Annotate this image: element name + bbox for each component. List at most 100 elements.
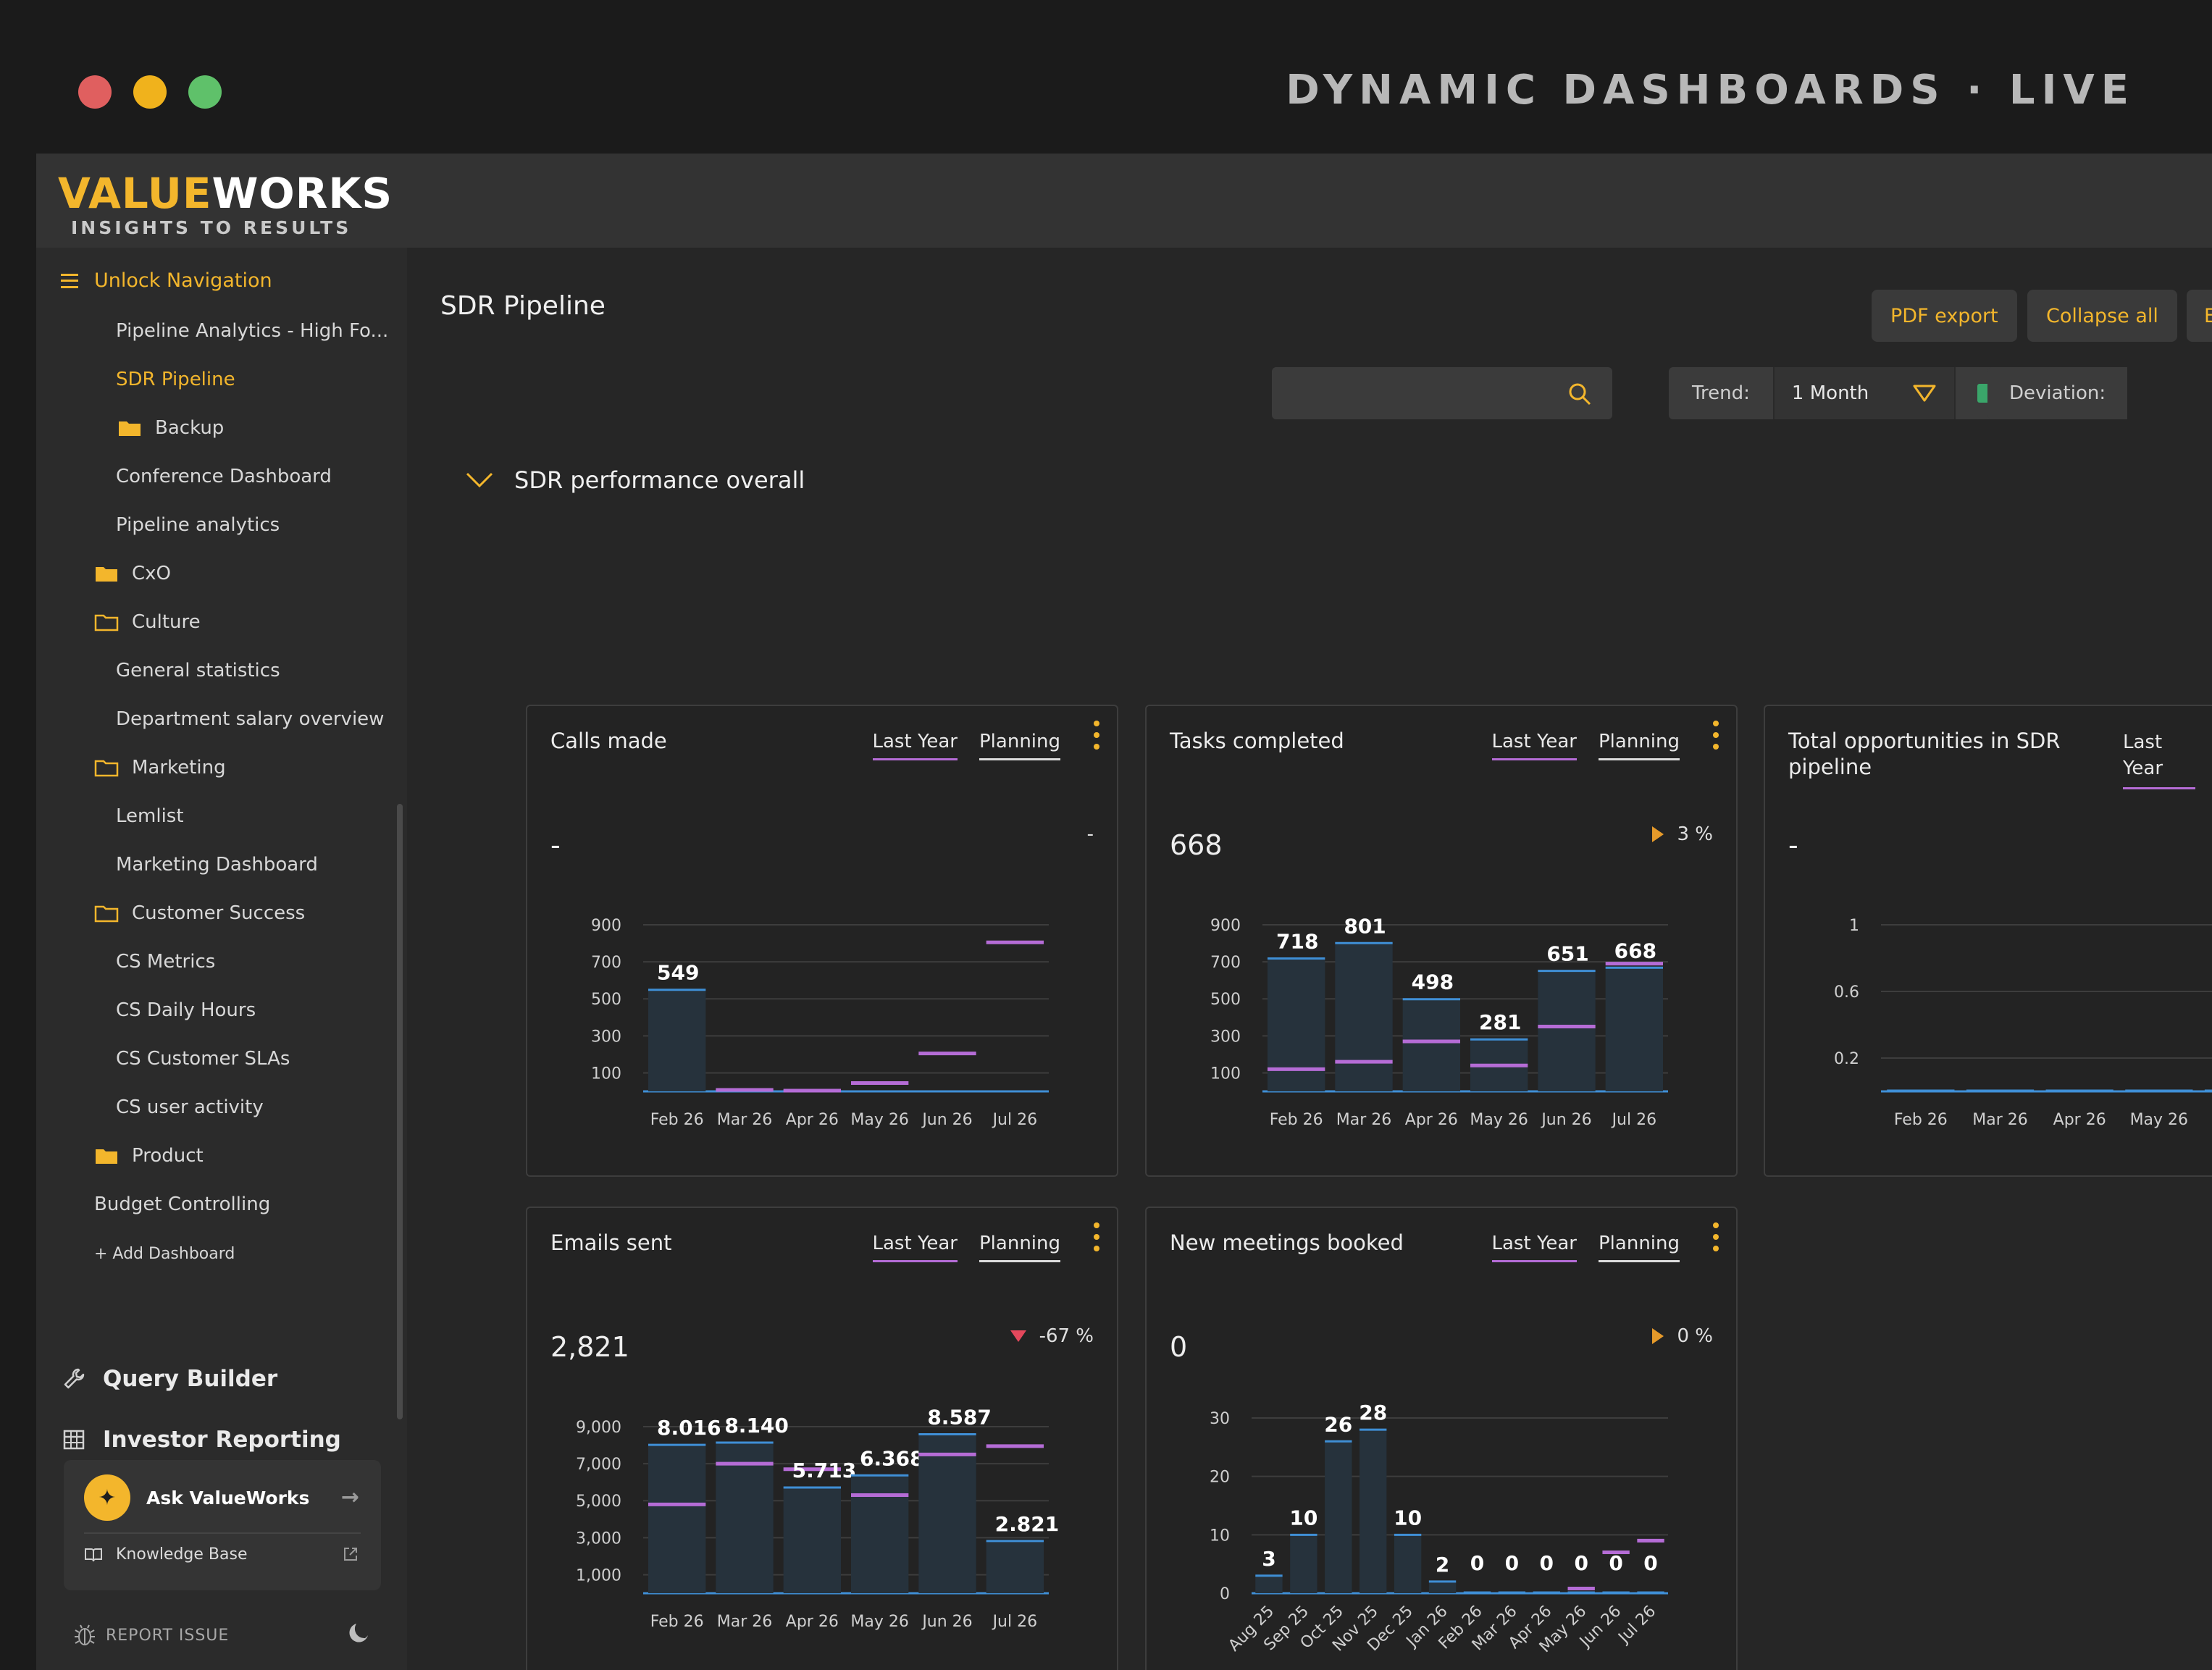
y-tick-label: 0.2 bbox=[1834, 1050, 1859, 1068]
bar[interactable] bbox=[648, 989, 706, 1091]
sidebar-folder[interactable]: Culture bbox=[94, 611, 201, 633]
delta-value: -67 % bbox=[1039, 1325, 1094, 1347]
more-options-icon[interactable] bbox=[1094, 721, 1101, 750]
sidebar-item[interactable]: CS user activity bbox=[116, 1096, 264, 1118]
sidebar-item[interactable]: General statistics bbox=[116, 660, 280, 681]
sidebar-item-label: CS Daily Hours bbox=[116, 999, 256, 1021]
bar[interactable] bbox=[1394, 1535, 1422, 1593]
planning-toggle[interactable]: Planning bbox=[1599, 1233, 1680, 1262]
investor-reporting-link[interactable]: Investor Reporting bbox=[62, 1427, 341, 1453]
sidebar-item[interactable]: Pipeline Analytics - High Fo... bbox=[116, 320, 388, 342]
more-options-icon[interactable] bbox=[1094, 1222, 1101, 1251]
sidebar-folder[interactable]: Marketing bbox=[94, 757, 226, 779]
trend-select[interactable]: 1 Month bbox=[1772, 367, 1954, 419]
bar[interactable] bbox=[1605, 968, 1663, 1091]
sidebar-item[interactable]: Lemlist bbox=[116, 805, 184, 827]
data-label: 0 bbox=[1643, 1551, 1657, 1575]
bar[interactable] bbox=[783, 1488, 841, 1593]
last-year-toggle[interactable]: Last Year bbox=[872, 1233, 958, 1262]
sidebar-item-label: CS Customer SLAs bbox=[116, 1048, 290, 1070]
bar[interactable] bbox=[1360, 1430, 1387, 1593]
bar[interactable] bbox=[918, 1434, 976, 1593]
bar[interactable] bbox=[1325, 1441, 1352, 1593]
report-issue-button[interactable]: REPORT ISSUE bbox=[74, 1624, 229, 1647]
ask-valueworks-button[interactable]: ✦ Ask ValueWorks → bbox=[84, 1474, 359, 1521]
sidebar-item[interactable]: Pipeline analytics bbox=[116, 514, 280, 536]
edit-button[interactable]: Edit bbox=[2187, 290, 2212, 342]
sidebar-folder[interactable]: CxO bbox=[94, 563, 171, 584]
sidebar-item[interactable]: Department salary overview bbox=[116, 708, 384, 730]
widget-title: Emails sent bbox=[550, 1230, 672, 1255]
sidebar-item[interactable]: CS Metrics bbox=[116, 951, 215, 973]
planning-toggle[interactable]: Planning bbox=[1599, 731, 1680, 760]
sidebar-item[interactable]: + Add Dashboard bbox=[94, 1245, 235, 1263]
data-label: 498 bbox=[1412, 970, 1454, 994]
data-label: 549 bbox=[657, 961, 699, 985]
bar[interactable] bbox=[1290, 1535, 1317, 1593]
bar[interactable] bbox=[1335, 943, 1393, 1091]
report-issue-label: REPORT ISSUE bbox=[106, 1626, 230, 1645]
widget-delta: -67 % bbox=[1009, 1325, 1094, 1347]
sidebar-item[interactable]: CS Customer SLAs bbox=[116, 1048, 290, 1070]
bar[interactable] bbox=[851, 1475, 909, 1593]
trend-label: Trend: bbox=[1669, 367, 1773, 419]
planning-toggle[interactable]: Planning bbox=[979, 1233, 1060, 1262]
external-link-icon bbox=[344, 1548, 357, 1561]
sidebar-scrollbar[interactable] bbox=[397, 804, 403, 1419]
logo-part2: WORKS bbox=[211, 169, 393, 218]
collapse-all-button[interactable]: Collapse all bbox=[2027, 290, 2177, 342]
bar[interactable] bbox=[716, 1442, 774, 1593]
last-year-toggle[interactable]: Last Year bbox=[872, 731, 958, 760]
widget-delta: - bbox=[1087, 823, 1094, 845]
last-year-toggle[interactable]: Last Year bbox=[1491, 731, 1577, 760]
unlock-navigation-label: Unlock Navigation bbox=[94, 269, 272, 292]
close-window-button[interactable] bbox=[78, 75, 112, 109]
data-label: 718 bbox=[1276, 930, 1318, 954]
maximize-window-button[interactable] bbox=[188, 75, 222, 109]
bar[interactable] bbox=[1428, 1581, 1457, 1593]
widget-emails: Emails sent Last Year Planning 2,821 -67 % 9,… bbox=[526, 1207, 1118, 1670]
more-options-icon[interactable] bbox=[1713, 1222, 1720, 1251]
valueworks-logo[interactable]: VALUEWORKS INSIGHTS TO RESULTS bbox=[58, 172, 393, 238]
sidebar-folder[interactable]: Product bbox=[94, 1145, 204, 1167]
bar[interactable] bbox=[1402, 999, 1460, 1091]
data-label: 5.713 bbox=[792, 1459, 857, 1482]
deviation-control[interactable]: Deviation: bbox=[1987, 367, 2128, 419]
y-tick-label: 700 bbox=[1210, 954, 1241, 972]
x-tick-label: Mar 26 bbox=[717, 1111, 773, 1129]
bar[interactable] bbox=[1268, 958, 1325, 1091]
pdf-export-button[interactable]: PDF export bbox=[1872, 290, 2017, 342]
sidebar-folder[interactable]: Backup bbox=[117, 417, 224, 439]
widget-meetings: New meetings booked Last Year Planning 0 0 %… bbox=[1145, 1207, 1738, 1670]
unlock-navigation-button[interactable]: Unlock Navigation bbox=[61, 269, 272, 292]
query-builder-label: Query Builder bbox=[103, 1366, 278, 1392]
sidebar-item[interactable]: Budget Controlling bbox=[94, 1193, 270, 1215]
sidebar-item[interactable]: Conference Dashboard bbox=[116, 466, 332, 487]
search-input[interactable] bbox=[1272, 367, 1562, 419]
sidebar-item[interactable]: Marketing Dashboard bbox=[116, 854, 318, 876]
data-label: 8.016 bbox=[657, 1416, 721, 1440]
planning-toggle[interactable]: Planning bbox=[979, 731, 1060, 760]
folder-icon bbox=[94, 760, 119, 777]
bar[interactable] bbox=[648, 1445, 706, 1593]
search-icon[interactable] bbox=[1567, 382, 1592, 406]
more-options-icon[interactable] bbox=[1713, 721, 1720, 750]
delta-value: 3 % bbox=[1677, 823, 1713, 845]
data-label: 2.821 bbox=[995, 1512, 1060, 1536]
y-tick-label: 100 bbox=[1210, 1065, 1241, 1083]
sidebar-folder[interactable]: Customer Success bbox=[94, 902, 305, 924]
minimize-window-button[interactable] bbox=[133, 75, 167, 109]
query-builder-link[interactable]: Query Builder bbox=[62, 1366, 277, 1392]
bar[interactable] bbox=[1538, 970, 1596, 1091]
last-year-toggle[interactable]: Last Year bbox=[2123, 729, 2195, 789]
bar[interactable] bbox=[1255, 1575, 1283, 1593]
sidebar-item-label: Lemlist bbox=[116, 805, 184, 827]
last-year-toggle[interactable]: Last Year bbox=[1491, 1233, 1577, 1262]
knowledge-base-link[interactable]: Knowledge Base bbox=[84, 1545, 359, 1564]
dark-mode-toggle-icon[interactable] bbox=[346, 1621, 371, 1645]
bar[interactable] bbox=[986, 1540, 1044, 1593]
bar-chart: 900 700 500 300 100 718 Feb 26 801 Mar 26 498 Apr … bbox=[1210, 914, 1668, 1129]
section-toggle[interactable]: SDR performance overall bbox=[465, 466, 805, 494]
sidebar-item[interactable]: SDR Pipeline bbox=[116, 369, 235, 390]
sidebar-item[interactable]: CS Daily Hours bbox=[116, 999, 256, 1021]
